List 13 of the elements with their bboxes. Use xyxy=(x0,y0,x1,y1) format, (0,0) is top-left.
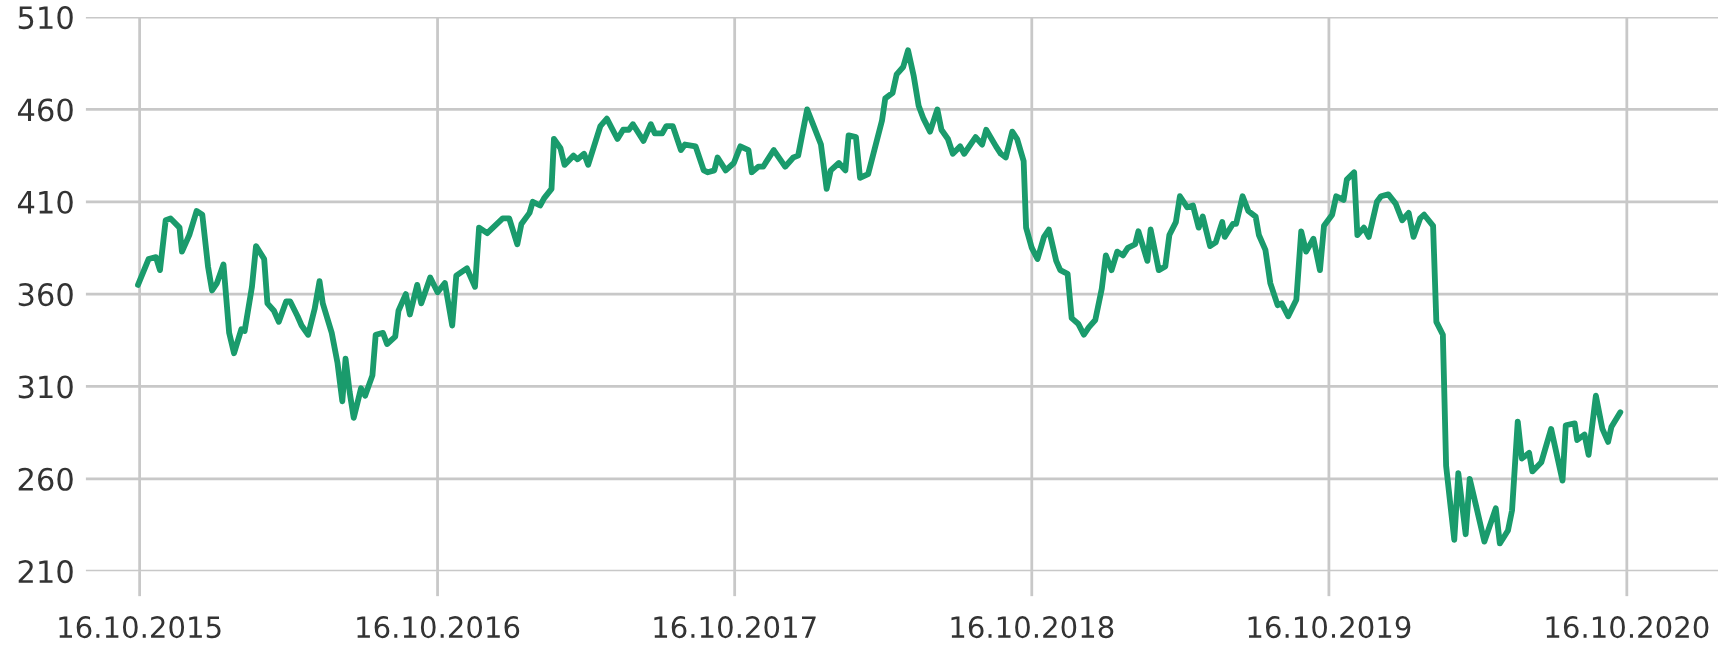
x-tick-label: 16.10.2019 xyxy=(1248,616,1411,639)
y-tick-label: 210 xyxy=(18,560,73,584)
x-tick-label: 16.10.2018 xyxy=(951,616,1114,639)
x-tick-label: 16.10.2020 xyxy=(1546,616,1709,639)
y-tick-label: 410 xyxy=(17,190,73,214)
y-tick-label: 460 xyxy=(17,98,73,122)
y-tick-label: 310 xyxy=(18,375,73,399)
y-tick-label: 360 xyxy=(18,283,73,307)
y-tick-label: 510 xyxy=(18,6,73,30)
y-tick-label: 260 xyxy=(18,467,73,491)
x-tick-label: 16.10.2017 xyxy=(654,616,816,639)
x-tick-label: 16.10.2016 xyxy=(357,616,520,639)
x-tick-label: 16.10.2015 xyxy=(59,616,221,639)
